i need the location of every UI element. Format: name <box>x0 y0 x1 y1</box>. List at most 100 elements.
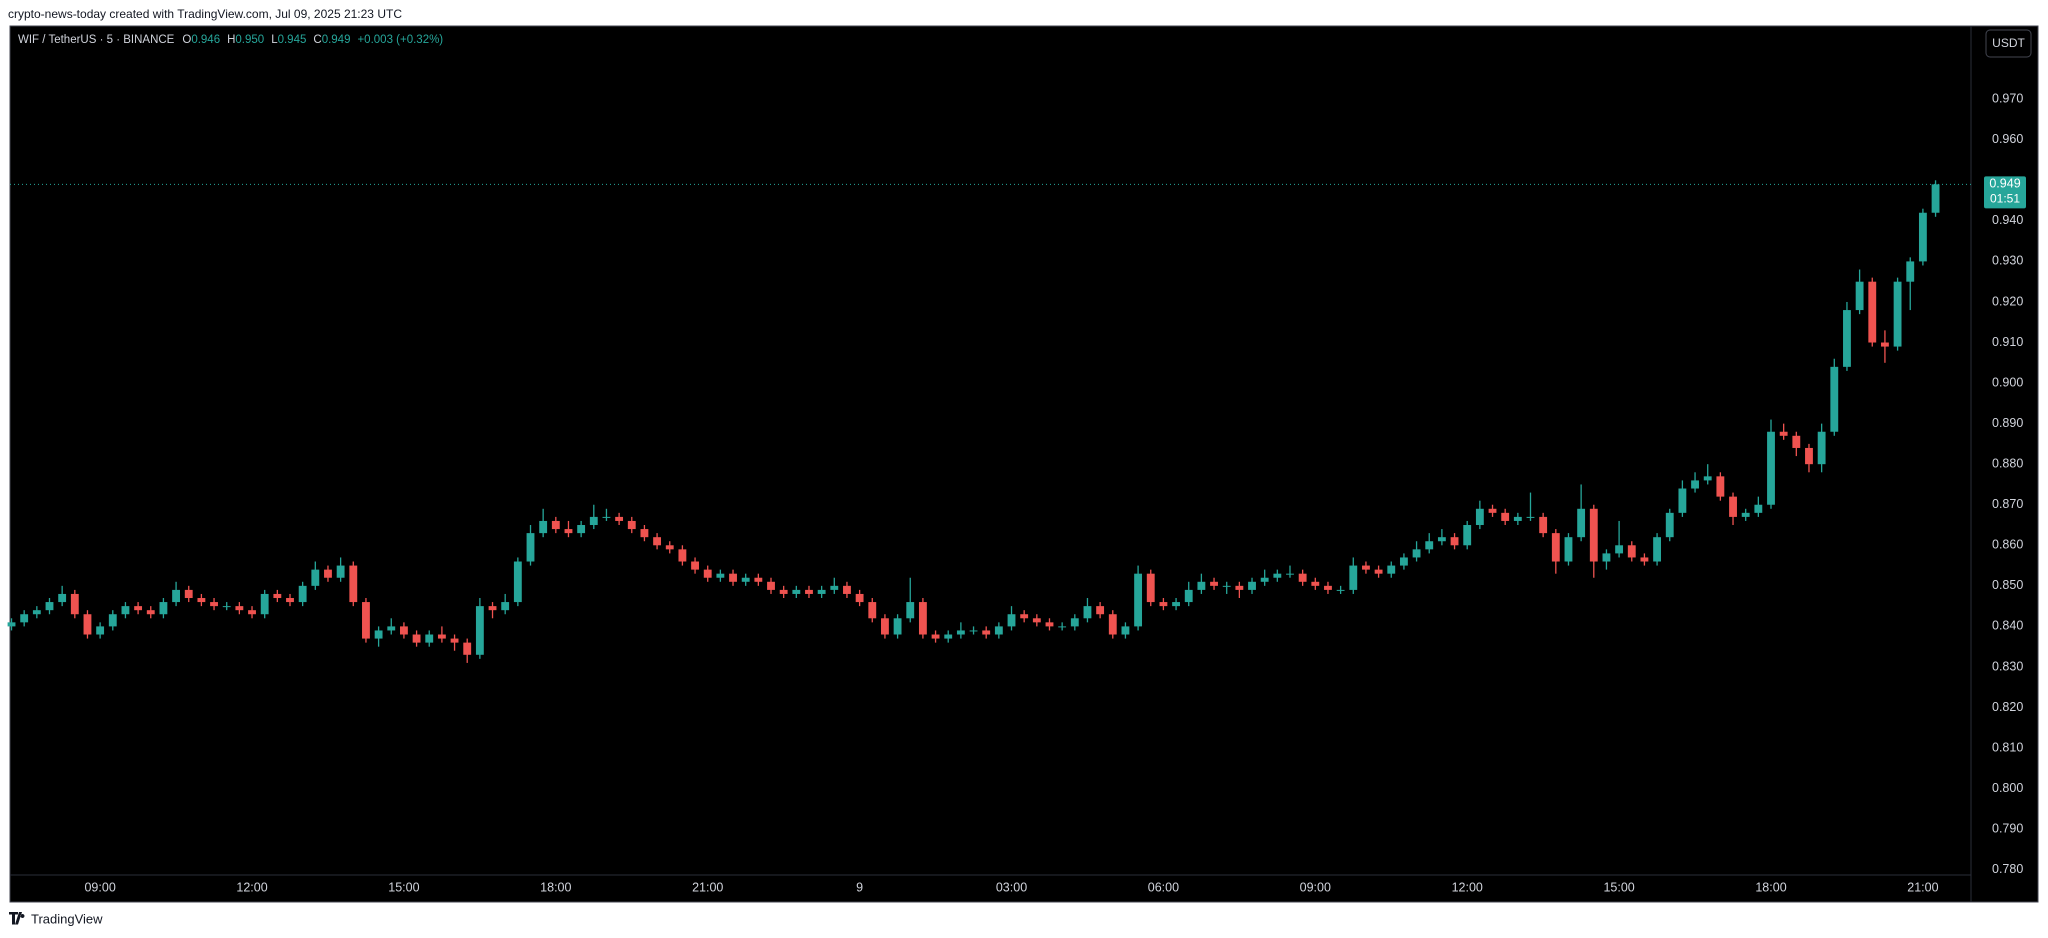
candle-body <box>1488 508 1497 513</box>
candle-body <box>1615 545 1624 554</box>
y-tick-label: 0.850 <box>1992 578 2023 592</box>
candle-body <box>1184 589 1193 603</box>
candle-body <box>298 585 307 603</box>
y-tick-label: 0.890 <box>1992 416 2023 430</box>
candle-body <box>108 614 117 627</box>
candle-body <box>1906 261 1915 282</box>
y-tick-label: 0.810 <box>1992 740 2023 754</box>
legend-value: 0.949 <box>321 34 351 46</box>
candle-body <box>172 589 180 603</box>
candle-body <box>1665 512 1674 538</box>
candle-body <box>1918 212 1927 262</box>
candle-body <box>1678 488 1687 513</box>
x-tick-label: 18:00 <box>1755 880 1786 894</box>
y-tick-label: 0.960 <box>1992 132 2023 146</box>
candle-body <box>260 593 269 615</box>
candle-body <box>1197 581 1206 590</box>
legend-key: C <box>313 34 322 46</box>
candle-body <box>1868 281 1877 343</box>
candle-body <box>1703 476 1712 481</box>
candle-body <box>539 520 548 534</box>
candle-body <box>956 630 965 635</box>
candle-body <box>589 516 598 526</box>
candle-body <box>146 610 155 615</box>
candle-body <box>273 593 282 599</box>
candle-body <box>1374 569 1383 574</box>
legend-value: 0.945 <box>277 34 307 46</box>
footer-brand: TradingView <box>31 911 103 926</box>
y-tick-label: 0.780 <box>1992 862 2023 876</box>
candle-body <box>627 520 636 530</box>
candle-body <box>1526 516 1535 518</box>
candle-body <box>792 589 801 594</box>
candle-body <box>197 598 206 603</box>
candle-body <box>526 533 535 562</box>
candle-body <box>1893 281 1902 347</box>
candle-body <box>1463 525 1472 546</box>
candle-body <box>1539 516 1548 534</box>
y-tick-label: 0.870 <box>1992 497 2023 511</box>
plot-area <box>7 180 1940 663</box>
currency-button[interactable] <box>1985 29 2032 58</box>
candle-body <box>1881 342 1889 347</box>
candle-body <box>1501 512 1510 521</box>
candle-body <box>1792 435 1801 448</box>
last-price-label: 0.949 <box>1989 177 2020 191</box>
y-tick-label: 0.970 <box>1992 91 2023 105</box>
y-tick-label: 0.790 <box>1992 821 2023 835</box>
candle-body <box>32 610 41 615</box>
candle-body <box>1298 573 1307 582</box>
currency-label[interactable]: USDT <box>1992 36 2025 50</box>
candle-body <box>893 618 902 635</box>
candle-body <box>918 602 927 635</box>
candle-body <box>1172 602 1180 607</box>
x-tick-label: 12:00 <box>1452 880 1483 894</box>
candle-body <box>412 634 421 643</box>
candle-body <box>982 630 991 635</box>
candle-body <box>1362 565 1370 570</box>
y-tick-label: 0.940 <box>1992 213 2023 227</box>
candle-body <box>222 606 231 608</box>
candle-body <box>235 606 244 611</box>
candle-body <box>1577 508 1586 538</box>
candle-body <box>1627 545 1636 558</box>
x-tick-label: 12:00 <box>236 880 267 894</box>
candle-body <box>767 581 775 590</box>
symbol: WIF / TetherUS · 5 · BINANCE <box>18 34 175 46</box>
y-tick-label: 0.880 <box>1992 456 2023 470</box>
y-tick-label: 0.820 <box>1992 700 2023 714</box>
candle-body <box>1311 581 1320 586</box>
candle-body <box>1412 549 1421 558</box>
x-tick-label: 18:00 <box>540 880 571 894</box>
candle-body <box>184 589 193 599</box>
candle-body <box>1425 541 1434 550</box>
candle-body <box>1475 508 1484 526</box>
candle-body <box>1083 606 1092 619</box>
candle-body <box>729 573 737 582</box>
candle-body <box>1767 431 1775 505</box>
candle-body <box>1387 565 1396 574</box>
caption: crypto-news-today created with TradingVi… <box>8 7 402 21</box>
candle-body <box>83 614 92 635</box>
candle-body <box>994 626 1003 635</box>
candle-body <box>1779 431 1788 436</box>
x-tick-label: 21:00 <box>692 880 723 894</box>
candle-body <box>1070 618 1079 627</box>
candle-body <box>387 626 396 631</box>
candle-body <box>1286 573 1294 575</box>
y-tick-label: 0.900 <box>1992 375 2023 389</box>
candle-body <box>70 593 79 615</box>
candle-body <box>1564 537 1573 562</box>
candle-body <box>488 606 497 611</box>
legend-key: O <box>182 34 192 46</box>
candle-body <box>615 516 624 521</box>
candle-body <box>564 529 573 534</box>
legend-key: H <box>227 34 236 46</box>
candle-body <box>1032 618 1041 623</box>
candle-body <box>1716 476 1725 497</box>
candle-body <box>754 577 763 582</box>
candle-body <box>1235 585 1244 590</box>
candle-body <box>1551 533 1560 562</box>
candle-body <box>437 634 446 639</box>
